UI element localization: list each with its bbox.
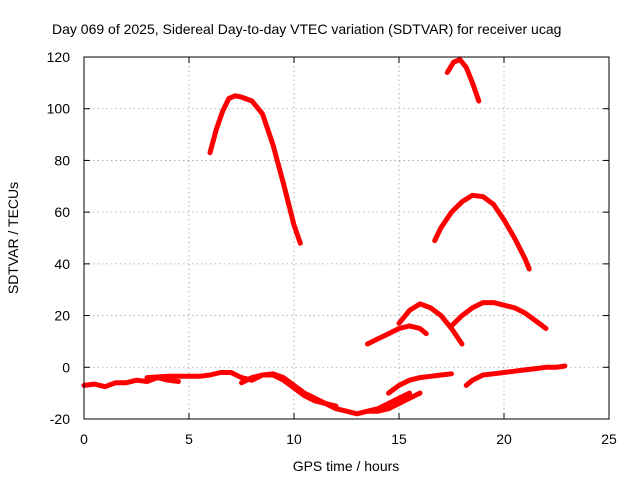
series-line-arc-11 [432, 192, 532, 272]
x-tick-label: 10 [286, 431, 302, 447]
ticks [83, 56, 610, 420]
x-tick-label: 20 [496, 431, 512, 447]
series-layer [81, 57, 568, 417]
series-line-arc-3 [207, 93, 303, 246]
y-tick-label: -20 [50, 411, 70, 427]
y-tick-label: 120 [47, 49, 71, 65]
x-tick-label: 0 [80, 431, 88, 447]
y-tick-label: 100 [47, 101, 71, 117]
y-tick-label: 40 [54, 256, 70, 272]
y-tick-label: 0 [62, 359, 70, 375]
tick-labels: 0 5 10 15 20 25 -20 0 20 40 60 80 100 120 [47, 49, 617, 447]
y-tick-label: 60 [54, 204, 70, 220]
series-line-arc-12 [463, 363, 568, 388]
series-line-arc-10 [444, 57, 482, 104]
grid [84, 57, 609, 419]
series-line-arc-4 [239, 371, 339, 409]
chart-title: Day 069 of 2025, Sidereal Day-to-day VTE… [52, 21, 561, 37]
y-axis-label: SDTVAR / TECUs [5, 182, 21, 294]
series-line-arc-7 [365, 323, 429, 347]
y-tick-label: 20 [54, 308, 70, 324]
x-tick-label: 5 [185, 431, 193, 447]
y-tick-label: 80 [54, 152, 70, 168]
plot-frame [83, 56, 610, 420]
series-line-arc-8 [396, 301, 465, 347]
series-line-arc-2 [144, 370, 412, 417]
x-axis-label: GPS time / hours [293, 458, 400, 474]
x-tick-label: 25 [601, 431, 617, 447]
series-line-arc-9 [449, 300, 549, 331]
series-line-arc-5 [365, 390, 423, 414]
series-line-arc-6 [386, 371, 454, 396]
x-tick-label: 15 [391, 431, 407, 447]
